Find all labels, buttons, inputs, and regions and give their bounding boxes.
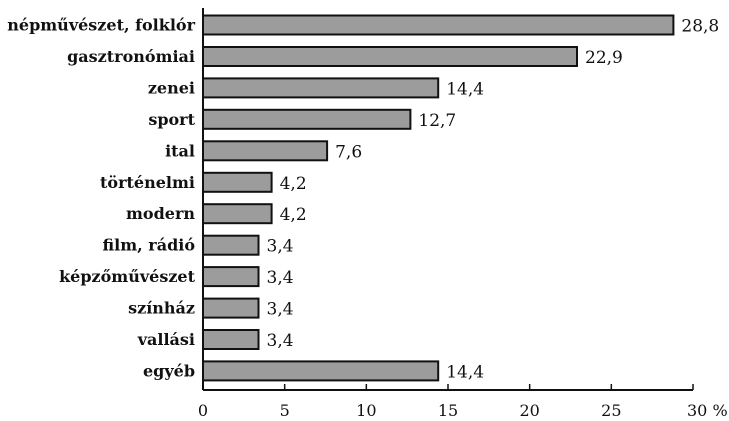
bar-5 — [202, 171, 273, 193]
bar-3 — [202, 108, 412, 130]
value-labels: 28,8 22,9 14,4 12,7 7,6 4,2 4,2 3,4 3,4 3,4 3,4 14,… — [267, 17, 720, 383]
bar-8 — [202, 266, 260, 288]
x-tick-label-0: 0 — [198, 401, 208, 420]
bar-11 — [202, 360, 440, 382]
category-label-2: zenei — [148, 78, 195, 97]
value-label-10: 3,4 — [267, 331, 294, 351]
x-tick-label-6: 30 % — [687, 401, 728, 420]
x-tick-label-1: 5 — [280, 401, 290, 420]
category-label-8: képzőművészet — [59, 267, 196, 286]
category-labels: népművészet, folklór gasztronómiai zenei sp… — [7, 16, 195, 381]
category-label-0: népművészet, folklór — [7, 16, 195, 35]
category-label-6: modern — [126, 204, 195, 223]
bar-2 — [202, 77, 440, 99]
category-label-3: sport — [148, 110, 195, 129]
category-label-10: vallási — [137, 330, 195, 349]
value-label-0: 28,8 — [681, 17, 719, 37]
x-axis-ticks — [202, 384, 694, 390]
value-label-9: 3,4 — [267, 300, 294, 320]
bars-group — [202, 14, 675, 382]
x-tick-label-5: 25 — [601, 401, 621, 420]
bar-6 — [202, 203, 273, 225]
bar-10 — [202, 329, 260, 350]
value-label-1: 22,9 — [585, 48, 623, 68]
value-label-6: 4,2 — [280, 205, 307, 225]
value-label-4: 7,6 — [335, 142, 362, 162]
value-label-8: 3,4 — [267, 268, 294, 288]
value-label-11: 14,4 — [446, 362, 484, 382]
category-label-1: gasztronómiai — [67, 47, 195, 66]
bar-7 — [202, 234, 260, 256]
value-label-5: 4,2 — [280, 174, 307, 194]
category-label-9: színház — [128, 299, 195, 318]
x-tick-label-3: 15 — [438, 401, 458, 420]
bar-4 — [202, 140, 329, 162]
x-tick-label-4: 20 — [519, 401, 539, 420]
bar-0 — [202, 14, 675, 36]
value-label-3: 12,7 — [418, 111, 456, 131]
value-label-7: 3,4 — [267, 237, 294, 257]
category-label-7: film, rádió — [102, 236, 195, 255]
bar-1 — [202, 46, 578, 67]
x-axis-tick-labels: 0 5 10 15 20 25 30 % — [198, 401, 728, 420]
value-label-2: 14,4 — [446, 79, 484, 99]
category-label-4: ital — [165, 141, 195, 160]
category-label-5: történelmi — [100, 173, 195, 192]
bar-9 — [202, 297, 260, 319]
x-tick-label-2: 10 — [356, 401, 376, 420]
category-label-11: egyéb — [143, 361, 195, 380]
